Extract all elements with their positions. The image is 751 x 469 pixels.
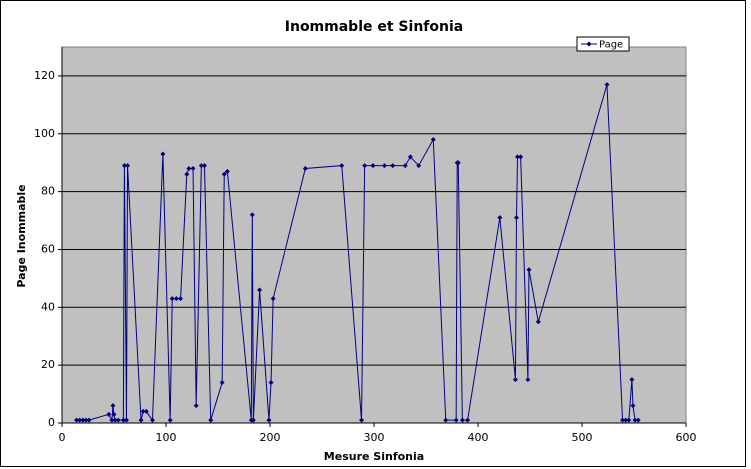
y-tick-label: 0	[48, 416, 55, 429]
data-point	[115, 417, 121, 423]
data-point	[111, 411, 117, 417]
data-point	[526, 267, 532, 273]
data-point	[77, 417, 83, 423]
data-point	[120, 417, 126, 423]
legend-label: Page	[599, 40, 623, 51]
data-point	[190, 165, 196, 171]
data-point	[249, 212, 255, 218]
y-tick-label: 120	[34, 69, 55, 82]
data-point	[80, 417, 86, 423]
data-point	[121, 163, 127, 169]
legend-box	[576, 36, 630, 52]
x-tick-label: 200	[260, 431, 281, 444]
data-point	[110, 403, 116, 409]
data-point	[106, 411, 112, 417]
data-point	[513, 215, 519, 221]
plot-area	[61, 46, 687, 424]
data-point	[455, 160, 461, 166]
data-point	[74, 417, 80, 423]
y-tick-label: 20	[41, 358, 55, 371]
data-point	[626, 417, 632, 423]
data-point	[109, 417, 115, 423]
data-point	[257, 287, 263, 293]
data-point	[198, 163, 204, 169]
data-point	[416, 163, 422, 169]
data-point	[620, 417, 626, 423]
data-point	[453, 417, 459, 423]
data-point	[497, 215, 503, 221]
data-point	[515, 154, 521, 160]
chart-title: Inommable et Sinfonia	[285, 19, 463, 35]
data-point	[465, 417, 471, 423]
data-point	[167, 417, 173, 423]
data-point	[224, 168, 230, 174]
data-point	[138, 417, 144, 423]
data-point	[149, 417, 155, 423]
y-tick-label: 40	[41, 300, 55, 313]
data-point	[219, 380, 225, 386]
data-point	[381, 163, 387, 169]
data-point	[169, 296, 175, 302]
data-point	[512, 377, 518, 383]
data-point	[178, 296, 184, 302]
x-tick-label: 100	[156, 431, 177, 444]
data-point	[221, 171, 227, 177]
data-point	[525, 377, 531, 383]
data-point	[184, 171, 190, 177]
y-tick-label: 60	[41, 242, 55, 255]
data-point	[459, 417, 465, 423]
legend-marker	[586, 41, 592, 47]
data-line	[76, 84, 639, 422]
y-tick-label: 80	[41, 185, 55, 198]
data-point	[140, 408, 146, 414]
data-point	[339, 163, 345, 169]
data-point	[123, 417, 129, 423]
data-point	[125, 163, 131, 169]
data-point	[160, 151, 166, 157]
data-point	[266, 417, 272, 423]
data-point	[402, 163, 408, 169]
x-tick-label: 500	[572, 431, 593, 444]
data-point	[390, 163, 396, 169]
data-point	[250, 417, 256, 423]
data-point	[359, 417, 365, 423]
data-point	[112, 417, 118, 423]
x-tick-label: 0	[59, 431, 66, 444]
data-point	[632, 417, 638, 423]
x-tick-label: 300	[364, 431, 385, 444]
data-point	[407, 154, 413, 160]
data-point	[604, 82, 610, 88]
data-point	[83, 417, 89, 423]
data-point	[143, 408, 149, 414]
data-point	[635, 417, 641, 423]
data-point	[430, 137, 436, 143]
data-point	[629, 377, 635, 383]
x-axis-label: Mesure Sinfonia	[324, 450, 424, 463]
data-point	[208, 417, 214, 423]
data-point	[518, 154, 524, 160]
data-point	[201, 163, 207, 169]
x-tick-label: 400	[468, 431, 489, 444]
y-axis-label: Page Inommable	[15, 184, 28, 287]
data-point	[173, 296, 179, 302]
data-point	[630, 403, 636, 409]
data-point	[193, 403, 199, 409]
data-point	[370, 163, 376, 169]
data-point	[270, 296, 276, 302]
data-point	[623, 417, 629, 423]
data-point	[86, 417, 92, 423]
x-tick-label: 600	[676, 431, 697, 444]
data-point	[535, 319, 541, 325]
data-point	[443, 417, 449, 423]
data-point	[268, 380, 274, 386]
data-point	[302, 165, 308, 171]
y-tick-label: 100	[34, 127, 55, 140]
data-point	[362, 163, 368, 169]
data-point	[186, 165, 192, 171]
